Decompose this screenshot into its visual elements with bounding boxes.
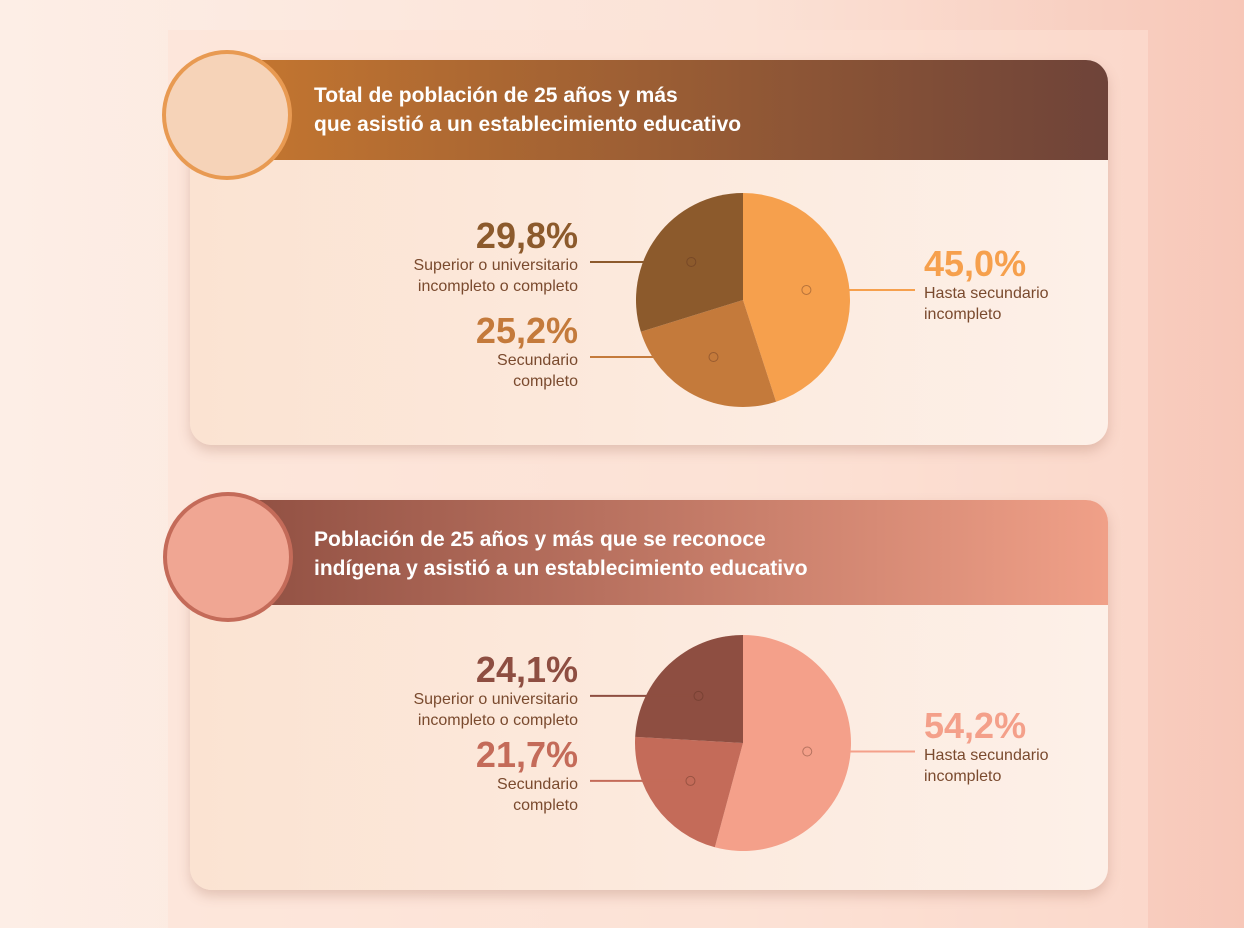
card-header: Población de 25 años y más que se recono… [190,500,1108,605]
category-label: Superior o universitario incompleto o co… [413,256,578,295]
category-label: Secundario completo [497,352,578,391]
card-header: Total de población de 25 años y más que … [190,60,1108,160]
leader-dot [708,352,719,363]
leader-dot [801,284,812,295]
icon [163,492,293,622]
pie-slice [714,635,852,852]
value-label: 21,7% [475,733,578,775]
category-label: Hasta secundario incompleto [924,746,1049,785]
title-line: que asistió a un establecimiento educati… [314,113,742,136]
value-label: 24,1% [475,648,578,690]
value-label: 45,0% [924,242,1027,284]
title-line: Población de 25 años y más que se recono… [314,528,766,551]
data-label: 54,2% Hasta secundario incompleto [924,704,1094,787]
value-label: 29,8% [475,214,578,256]
leader-dot [686,256,697,267]
data-label: 25,2% Secundario completo [468,312,578,392]
title-line: indígena y asistió a un establecimiento … [314,557,808,580]
value-label: 54,2% [924,704,1027,746]
chart-title: Total de población de 25 años y más que … [314,81,741,139]
data-label: 24,1% Superior o universitario incompleto… [358,648,578,731]
category-label: Superior o universitario incompleto o co… [413,690,578,729]
data-label: 45,0% Hasta secundario incompleto [924,242,1094,325]
pie-slice [743,193,851,402]
pie-slice [635,635,743,743]
data-label: 29,8% Superior o universitario incompleto… [358,214,578,297]
leader-dot [693,690,704,701]
category-label: Secundario completo [497,775,578,814]
data-label: 21,7% Secundario completo [468,733,578,816]
title-line: Total de población de 25 años y más [314,84,678,107]
leader-dot [802,746,813,757]
pie-slice [634,736,743,848]
value-label: 25,2% [475,310,578,352]
leader-dot [685,775,696,786]
pie-slice [640,300,777,407]
category-label: Hasta secundario incompleto [924,284,1049,323]
chart-title: Población de 25 años y más que se recono… [314,525,808,583]
icon [162,50,292,180]
